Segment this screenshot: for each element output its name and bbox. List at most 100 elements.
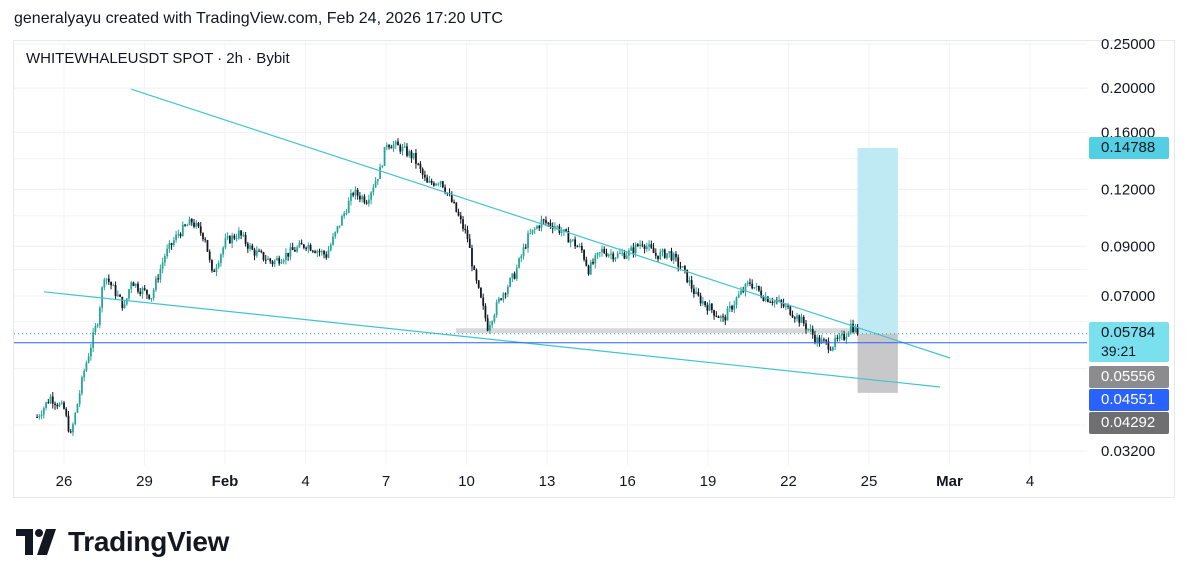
candle xyxy=(831,346,834,352)
candle xyxy=(397,138,399,146)
candle xyxy=(513,271,516,280)
candle xyxy=(329,242,332,252)
time-tick-label: 19 xyxy=(700,473,717,490)
candle xyxy=(231,232,234,249)
candle-body xyxy=(574,239,576,247)
candle xyxy=(493,313,496,324)
candle xyxy=(829,346,832,351)
candle xyxy=(163,253,166,266)
candle-body xyxy=(439,181,442,184)
candle-body xyxy=(190,218,193,223)
candle xyxy=(603,246,606,255)
candle-body xyxy=(762,296,765,301)
candle-body xyxy=(793,317,796,319)
candle xyxy=(596,252,599,259)
candle-body xyxy=(829,349,832,351)
target-zone xyxy=(857,147,898,334)
candle-body xyxy=(758,285,760,291)
candle-body xyxy=(670,251,673,261)
support-price-tag: 0.05556 xyxy=(1089,366,1169,388)
candle-body xyxy=(67,415,70,432)
candle-body xyxy=(85,362,88,371)
candle-body xyxy=(293,250,296,252)
candle xyxy=(92,327,95,352)
candle xyxy=(343,211,346,219)
candle-body xyxy=(509,278,511,287)
candle xyxy=(657,255,659,263)
candle-body xyxy=(163,256,166,263)
candle xyxy=(697,288,700,297)
candle-body xyxy=(648,244,650,247)
candle-body xyxy=(291,247,294,251)
candle xyxy=(802,315,805,327)
candle-body xyxy=(502,293,505,300)
candle xyxy=(466,225,469,243)
candle-body xyxy=(489,325,491,331)
candle xyxy=(285,248,287,265)
candle xyxy=(556,224,559,229)
candle xyxy=(511,273,514,283)
candle xyxy=(462,216,464,232)
candle-body xyxy=(105,278,108,280)
candle-body xyxy=(421,168,424,175)
candle-body xyxy=(119,294,121,297)
candle xyxy=(668,250,671,258)
candle-body xyxy=(661,249,664,252)
candle xyxy=(90,343,92,361)
candle-body xyxy=(726,308,729,321)
candle xyxy=(403,142,406,148)
candle xyxy=(132,281,135,287)
candle xyxy=(755,283,758,291)
candle xyxy=(428,175,431,184)
candle xyxy=(347,197,350,214)
candle-body xyxy=(713,310,715,316)
candle xyxy=(383,146,386,167)
candle xyxy=(184,223,186,227)
candle-body xyxy=(63,402,65,409)
candle xyxy=(114,281,117,300)
candle xyxy=(601,245,603,257)
candle-body xyxy=(323,251,325,255)
candle-body xyxy=(417,163,420,165)
tradingview-logo: TradingView xyxy=(16,526,229,558)
candle xyxy=(287,252,290,261)
candle xyxy=(199,221,202,236)
time-axis[interactable]: 26 29 Feb 4 7 10 13 16 19 22 25 Mar 4 xyxy=(56,473,1035,490)
candle-body xyxy=(226,236,229,239)
candle xyxy=(650,240,653,249)
candle-body xyxy=(81,377,83,394)
candle xyxy=(105,278,108,285)
candle xyxy=(65,407,68,418)
candle xyxy=(74,412,77,426)
candle xyxy=(143,284,146,292)
candle-body xyxy=(419,163,422,169)
candle-body xyxy=(60,402,63,404)
candle-body xyxy=(56,405,59,407)
candle-body xyxy=(491,321,494,326)
candle-body xyxy=(121,296,124,309)
candle xyxy=(150,297,153,302)
candle xyxy=(480,287,482,299)
candle-body xyxy=(773,300,776,303)
candle-body xyxy=(628,250,630,256)
candle-body xyxy=(578,245,581,247)
candle xyxy=(332,233,334,246)
candle-body xyxy=(152,289,155,298)
candle-body xyxy=(271,261,274,265)
candle xyxy=(49,394,52,404)
candle-body xyxy=(390,147,393,149)
candle-body xyxy=(155,278,157,290)
candle-body xyxy=(159,268,162,280)
candle-body xyxy=(710,303,713,311)
candle-body xyxy=(686,269,689,283)
candle-body xyxy=(432,183,435,186)
candle xyxy=(699,292,702,307)
candle-body xyxy=(213,270,216,272)
candle xyxy=(744,282,747,297)
candle-body xyxy=(724,317,727,321)
candle-body xyxy=(744,283,747,292)
stop-zone xyxy=(857,333,898,393)
candle-body xyxy=(455,202,458,212)
candle xyxy=(96,323,99,328)
